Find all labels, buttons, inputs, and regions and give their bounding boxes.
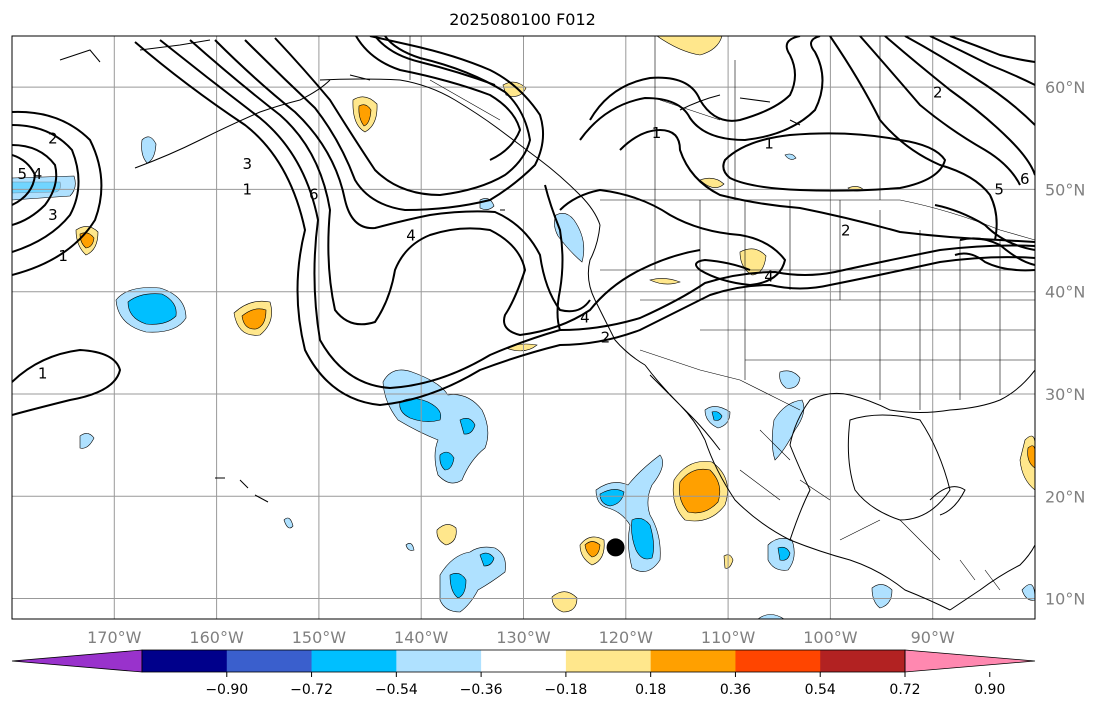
colorbar-segment [565, 650, 652, 672]
contour-label: 4 [580, 308, 590, 326]
lon-tick-label: 100°W [803, 628, 858, 647]
contour-label: 2 [601, 329, 611, 347]
colorbar-tick-label: 0.90 [974, 682, 1005, 698]
lon-tick-label: 110°W [701, 628, 756, 647]
contour-label: 3 [243, 155, 253, 173]
colorbar-tick-label: −0.18 [544, 682, 587, 698]
lat-tick-label: 50°N [1045, 180, 1085, 199]
colorbar-tick-label: −0.54 [375, 682, 418, 698]
contour-label: 4 [33, 165, 43, 183]
lon-tick-label: 120°W [599, 628, 654, 647]
colorbar-tick-label: 0.54 [805, 682, 836, 698]
colorbar-tick-label: −0.36 [460, 682, 503, 698]
lon-tick-label: 130°W [496, 628, 551, 647]
colorbar-tick-label: 0.72 [889, 682, 920, 698]
lat-tick-label: 20°N [1045, 487, 1085, 506]
lon-tick-label: 90°W [911, 628, 955, 647]
negative-anomaly-shading [12, 136, 1035, 619]
colorbar-segment [820, 650, 906, 672]
contour-label: 1 [58, 247, 68, 265]
contour-label: 1 [38, 365, 48, 383]
lon-tick-label: 160°W [189, 628, 244, 647]
colorbar-tick-label: −0.72 [290, 682, 333, 698]
colorbar-segment [311, 650, 397, 672]
colorbar-tick-label: 0.18 [635, 682, 666, 698]
lon-tick-label: 170°W [87, 628, 142, 647]
positive-anomaly-shading [75, 36, 1035, 613]
colorbar-tick-label: −0.90 [205, 682, 248, 698]
lat-tick-label: 40°N [1045, 283, 1085, 302]
coastlines [59, 39, 1035, 611]
contour-label: 3 [48, 206, 58, 224]
colorbar-segment [481, 650, 567, 672]
colorbar-tick-label: 0.36 [720, 682, 751, 698]
colorbar: −0.90 −0.72 −0.54 −0.36 −0.18 0.18 0.36 0.54 0.7… [11, 649, 1036, 698]
contour-label: 4 [764, 267, 774, 285]
contour-label: 2 [933, 83, 943, 101]
lon-tick-label: 140°W [394, 628, 449, 647]
contour-label: 1 [764, 134, 774, 152]
plot-title: 2025080100 F012 [449, 10, 596, 29]
colorbar-outline [141, 649, 906, 673]
contour-label: 1 [243, 180, 253, 198]
contour-label: 5 [994, 180, 1004, 198]
lat-tick-label: 10°N [1045, 590, 1085, 609]
colorbar-extend-min [11, 649, 143, 673]
colorbar-segment [735, 650, 821, 672]
contour-lines [12, 36, 1035, 416]
lon-tick-label: 150°W [292, 628, 347, 647]
map-frame [11, 35, 1036, 620]
storm-center-marker [606, 538, 625, 557]
colorbar-extend-max [904, 649, 1036, 673]
contour-label: 2 [48, 129, 58, 147]
contour-label: 4 [406, 226, 416, 244]
lat-tick-label: 60°N [1045, 78, 1085, 97]
colorbar-segment [142, 650, 228, 672]
lat-tick-label: 30°N [1045, 385, 1085, 404]
contour-label: 1 [652, 124, 662, 142]
lat-lon-grid [12, 36, 1035, 619]
contour-label: 2 [841, 221, 851, 239]
colorbar-segment [650, 650, 736, 672]
latitude-tick-labels: 10°N 20°N 30°N 40°N 50°N 60°N [1045, 78, 1085, 608]
contour-label: 5 [17, 165, 27, 183]
contour-label: 6 [1020, 170, 1030, 188]
colorbar-segment [226, 650, 313, 672]
longitude-tick-labels: 170°W 160°W 150°W 140°W 130°W 120°W 110°W 100°W… [87, 628, 955, 647]
colorbar-segment [396, 650, 482, 672]
contour-label: 6 [309, 186, 319, 204]
